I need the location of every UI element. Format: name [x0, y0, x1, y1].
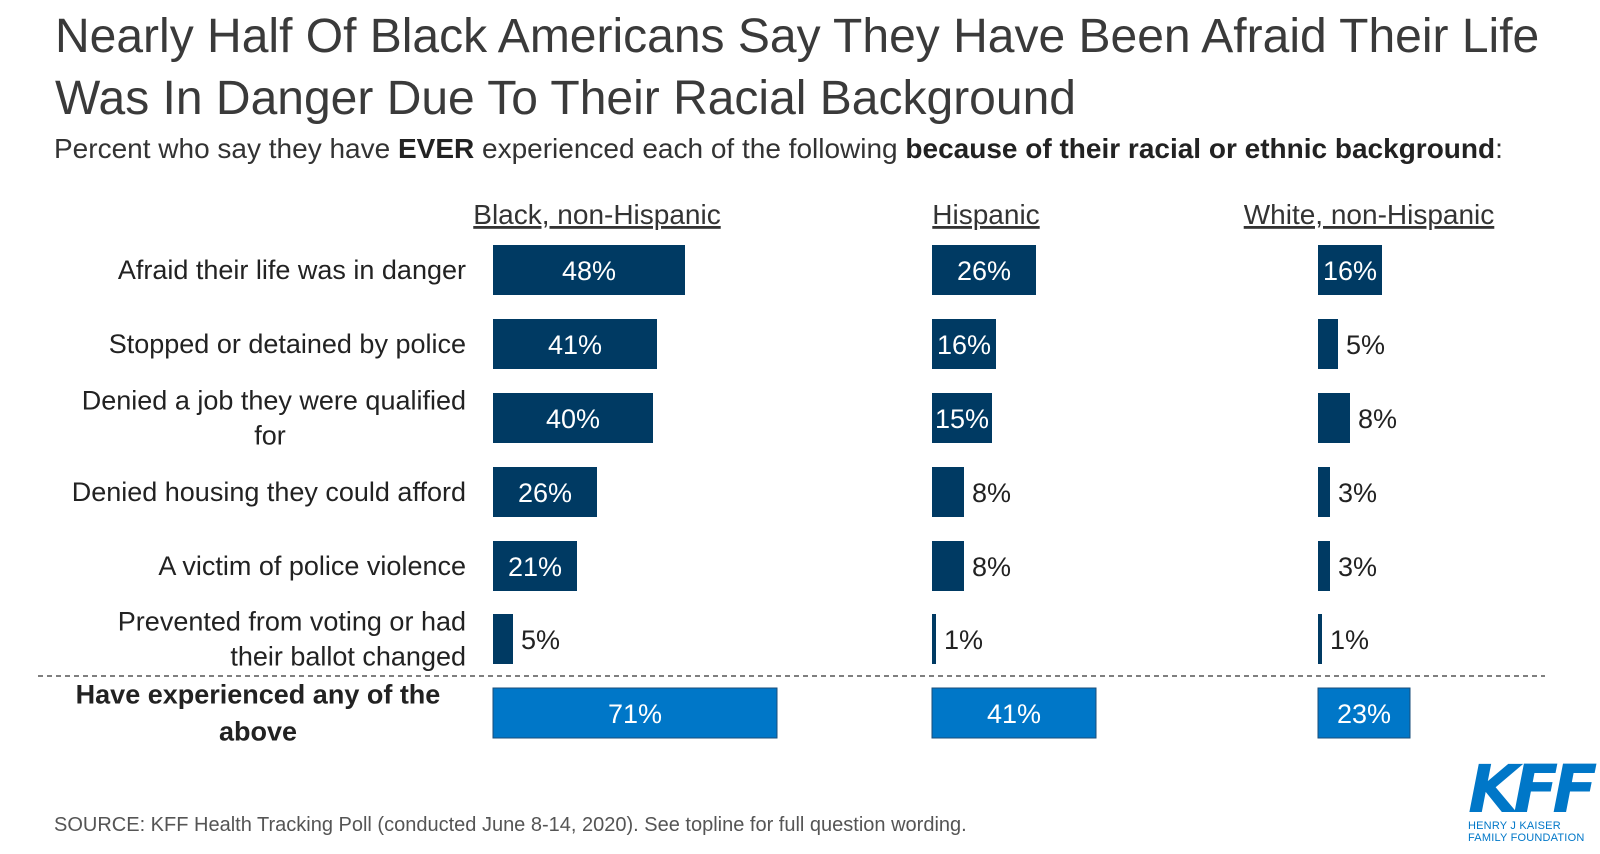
bar-0-0 — [493, 245, 685, 295]
bar-label-0-5: 5% — [521, 625, 560, 655]
category-label-4: A victim of police violence — [158, 551, 466, 581]
source-note: SOURCE: KFF Health Tracking Poll (conduc… — [54, 814, 967, 836]
chart-subtitle: Percent who say they have EVER experienc… — [54, 130, 1534, 167]
bar-label-2-3: 3% — [1338, 478, 1377, 508]
subtitle-part-1: EVER — [397, 133, 475, 164]
bar-0-3 — [493, 467, 597, 517]
summary-bar-label-1: 41% — [987, 699, 1041, 729]
summary-label-line-0: Have experienced any of the — [76, 680, 441, 710]
bar-0-1 — [493, 319, 657, 369]
bar-label-2-5: 1% — [1330, 625, 1369, 655]
category-label-0: Afraid their life was in danger — [118, 255, 466, 285]
bar-label-0-2: 40% — [546, 404, 600, 434]
bar-label-0-4: 21% — [508, 552, 562, 582]
kff-logo: KFF HENRY J KAISER FAMILY FOUNDATION — [1468, 751, 1597, 846]
bar-2-2 — [1318, 393, 1350, 443]
bar-1-3 — [932, 467, 964, 517]
summary-label-line-1: above — [219, 717, 297, 747]
bar-label-2-4: 3% — [1338, 552, 1377, 582]
series-header-2: White, non-Hispanic — [1244, 199, 1495, 230]
summary-bar-label-0: 71% — [608, 699, 662, 729]
series-header-0: Black, non-Hispanic — [473, 199, 720, 230]
bar-label-1-2: 15% — [935, 404, 989, 434]
kff-logo-line1: HENRY J KAISER — [1468, 820, 1561, 832]
bar-1-1 — [932, 319, 996, 369]
bar-1-2 — [932, 393, 992, 443]
bar-2-4 — [1318, 541, 1330, 591]
bar-label-2-2: 8% — [1358, 404, 1397, 434]
summary-bar-label-2: 23% — [1337, 699, 1391, 729]
bar-label-1-1: 16% — [937, 330, 991, 360]
kff-logo-mark: KFF — [1468, 751, 1597, 828]
bar-label-2-0: 16% — [1323, 256, 1377, 286]
bar-label-2-1: 5% — [1346, 330, 1385, 360]
bar-1-5 — [932, 614, 936, 664]
summary-bar-0 — [492, 687, 778, 739]
summary-bar-2 — [1317, 687, 1411, 739]
bar-0-2 — [493, 393, 653, 443]
bar-label-1-5: 1% — [944, 625, 983, 655]
summary-bar-1 — [931, 687, 1097, 739]
bar-label-0-1: 41% — [548, 330, 602, 360]
category-label-2-line-1: for — [254, 421, 286, 451]
bar-2-0 — [1318, 245, 1382, 295]
bar-0-4 — [493, 541, 577, 591]
bar-2-3 — [1318, 467, 1330, 517]
subtitle-part-4: : — [1495, 133, 1503, 164]
bar-2-1 — [1318, 319, 1338, 369]
bar-label-0-3: 26% — [518, 478, 572, 508]
category-label-5-line-0: Prevented from voting or had — [118, 607, 466, 637]
bar-label-1-3: 8% — [972, 478, 1011, 508]
category-label-1: Stopped or detained by police — [109, 329, 466, 359]
bar-1-4 — [932, 541, 964, 591]
bar-label-1-0: 26% — [957, 256, 1011, 286]
category-label-2-line-0: Denied a job they were qualified — [82, 386, 466, 416]
chart-title: Nearly Half Of Black Americans Say They … — [55, 10, 1540, 125]
bar-1-0 — [932, 245, 1036, 295]
bar-0-5 — [493, 614, 513, 664]
category-label-3: Denied housing they could afford — [72, 477, 466, 507]
series-header-1: Hispanic — [932, 199, 1039, 230]
kff-logo-line2: FAMILY FOUNDATION — [1468, 832, 1585, 844]
subtitle-part-0: Percent who say they have — [54, 133, 398, 164]
category-label-5-line-1: their ballot changed — [230, 642, 466, 672]
subtitle-part-2: experienced each of the following — [474, 133, 906, 164]
chart-area: Black, non-Hispanic Hispanic White, non-Hi… — [38, 199, 1545, 747]
bar-2-5 — [1318, 614, 1322, 664]
bar-label-0-0: 48% — [562, 256, 616, 286]
bar-label-1-4: 8% — [972, 552, 1011, 582]
subtitle-part-3: because of their racial or ethnic backgr… — [905, 133, 1496, 164]
